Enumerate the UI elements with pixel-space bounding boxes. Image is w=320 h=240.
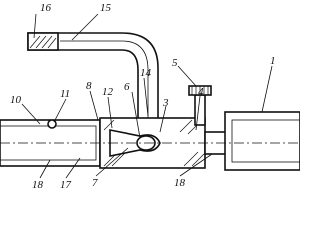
label: 1 bbox=[270, 55, 276, 67]
label: 15 bbox=[100, 2, 112, 14]
right-cylinder bbox=[224, 111, 300, 171]
drawing: 16 15 14 5 6 3 4 1 10 11 8 12 18 17 7 18 bbox=[0, 2, 300, 191]
label: 6 bbox=[124, 81, 130, 93]
label: 7 bbox=[92, 177, 98, 189]
label: 18 bbox=[174, 177, 186, 189]
pipe-centerline bbox=[60, 40, 149, 122]
label: 3 bbox=[162, 97, 169, 109]
hatch bbox=[29, 35, 57, 49]
screw-stem bbox=[194, 94, 206, 126]
label: 5 bbox=[172, 57, 178, 69]
label: 11 bbox=[60, 88, 70, 100]
label: 18 bbox=[32, 179, 44, 191]
knurl bbox=[191, 86, 209, 95]
label: 17 bbox=[60, 179, 72, 191]
label: 10 bbox=[10, 94, 22, 106]
label: 4 bbox=[198, 86, 204, 98]
label: 16 bbox=[40, 2, 52, 14]
page: 16 15 14 5 6 3 4 1 10 11 8 12 18 17 7 18… bbox=[0, 2, 300, 191]
label: 14 bbox=[140, 67, 152, 79]
label: 12 bbox=[102, 86, 114, 98]
pipe-end-box bbox=[27, 32, 59, 51]
leaders bbox=[21, 13, 273, 179]
right-cylinder-inner bbox=[231, 119, 300, 163]
hatch bbox=[103, 119, 205, 167]
label: 8 bbox=[86, 80, 92, 92]
geometry bbox=[0, 13, 300, 179]
